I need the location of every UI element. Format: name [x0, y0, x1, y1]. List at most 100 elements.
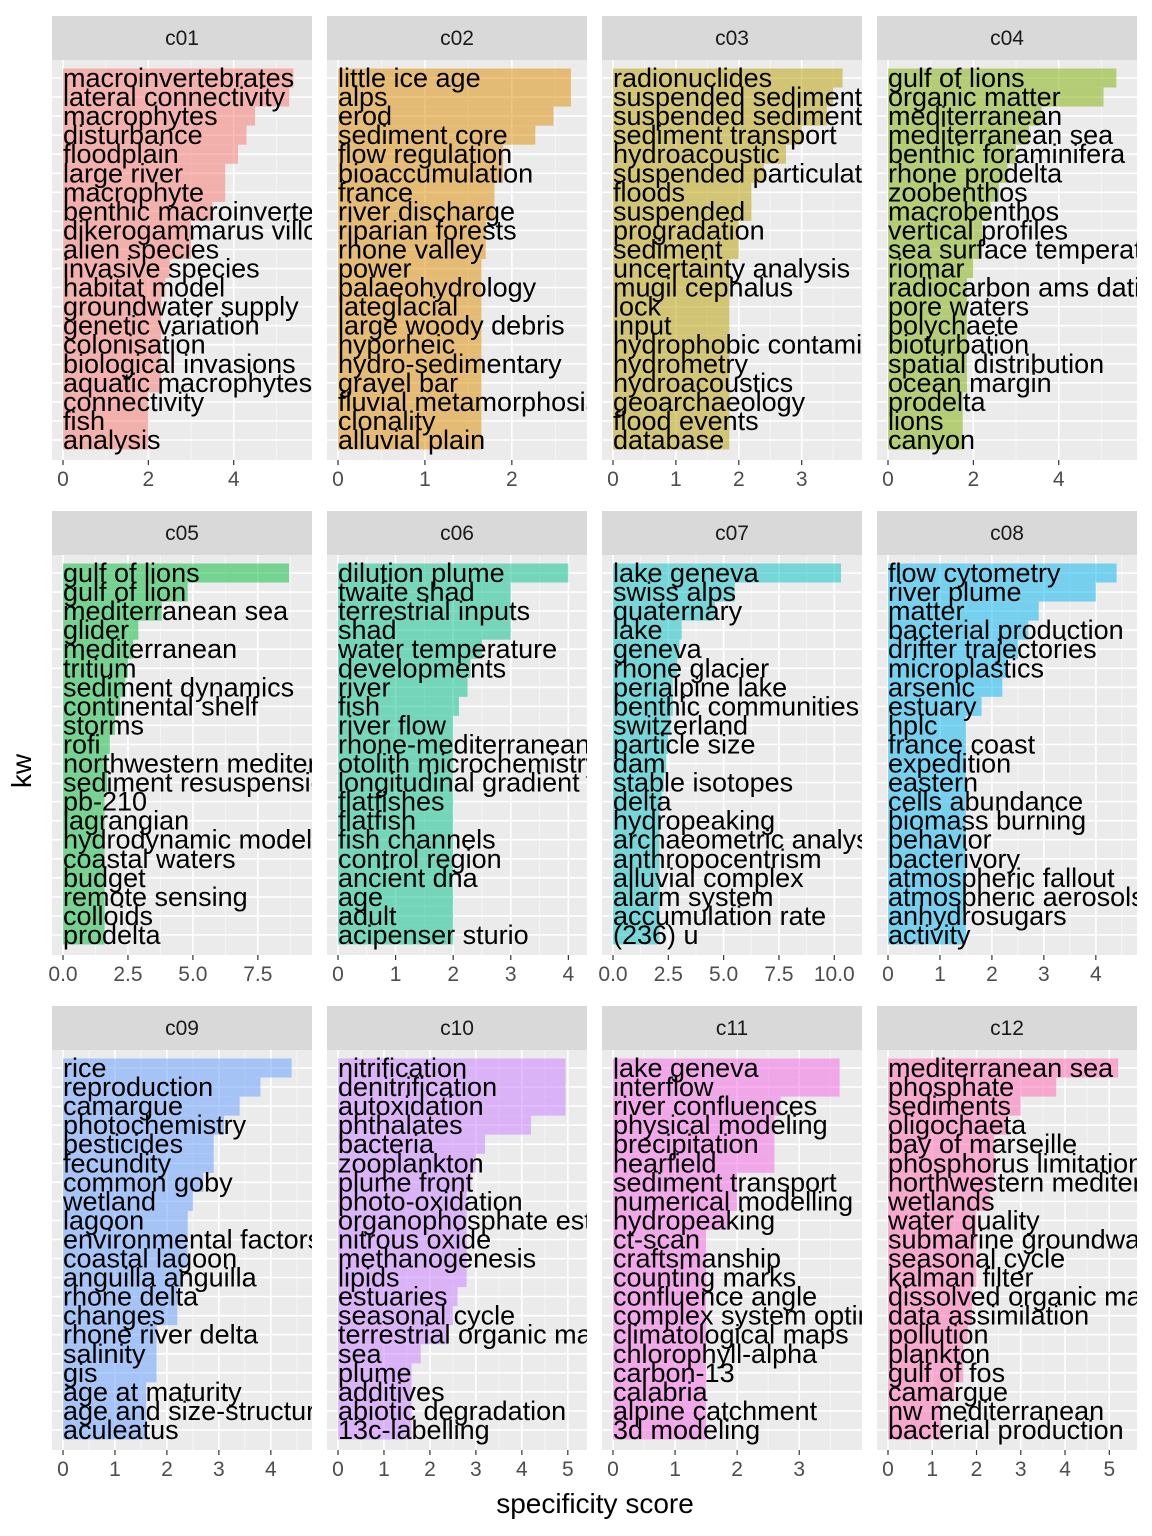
- keyword-label: biomass burning: [888, 806, 1086, 836]
- keyword-label: colonisation: [63, 330, 206, 360]
- bar-c04-5: [888, 144, 1017, 164]
- keyword-label: riparian forests: [338, 215, 517, 245]
- bar-c12-3: [888, 1096, 1021, 1116]
- bar-c08-6: [888, 658, 1008, 678]
- x-tick-label: 2: [731, 1458, 743, 1481]
- bar-c05-13: [63, 792, 105, 812]
- bar-c06-20: [338, 925, 454, 945]
- keyword-label: terrestrial inputs: [338, 596, 530, 626]
- keyword-label: counting marks: [613, 1263, 796, 1293]
- bar-c03-15: [613, 335, 730, 355]
- keyword-label: france: [338, 177, 413, 207]
- x-tick-label: 2: [424, 1458, 436, 1481]
- keyword-label: age and size-structure: [63, 1396, 330, 1426]
- bar-c08-13: [888, 792, 966, 812]
- keyword-label: switzerland: [613, 710, 748, 740]
- bar-c02-1: [338, 68, 571, 88]
- bar-c04-16: [888, 354, 967, 374]
- keyword-label: chlorophyll-alpha: [613, 1339, 818, 1369]
- bar-c08-14: [888, 811, 966, 831]
- x-tick-label: 4: [1059, 1458, 1071, 1481]
- bar-c02-16: [338, 354, 482, 374]
- keyword-label: lagrangian: [63, 806, 189, 836]
- bar-c05-18: [63, 887, 105, 907]
- keyword-label: zooplankton: [338, 1148, 484, 1178]
- bar-c12-15: [888, 1325, 968, 1345]
- bar-c07-1: [613, 563, 841, 583]
- bar-c05-5: [63, 639, 134, 659]
- bar-c07-14: [613, 811, 660, 831]
- bar-c11-13: [613, 1287, 707, 1307]
- x-axis-title: specificity score: [496, 1488, 694, 1519]
- bar-c10-10: [338, 1229, 467, 1249]
- keyword-label: alps: [338, 82, 388, 112]
- bar-c07-3: [613, 601, 715, 621]
- bar-c03-20: [613, 430, 730, 450]
- keyword-label: hplc: [888, 710, 938, 740]
- bar-c06-13: [338, 792, 454, 812]
- facet-strip: [877, 1006, 1137, 1050]
- bar-c11-14: [613, 1306, 707, 1326]
- keyword-label: kalman filter: [888, 1263, 1034, 1293]
- bar-c06-8: [338, 696, 459, 716]
- bar-c01-8: [63, 201, 213, 221]
- bar-c09-12: [63, 1268, 183, 1288]
- keyword-label: numerical modelling: [613, 1186, 853, 1216]
- bar-c12-12: [888, 1268, 977, 1288]
- x-tick-label: 4: [1090, 963, 1102, 986]
- bar-c10-19: [338, 1401, 412, 1421]
- keyword-label: hyporheic: [338, 330, 455, 360]
- bar-c09-15: [63, 1325, 157, 1345]
- keyword-label: river discharge: [338, 196, 515, 226]
- bar-c10-1: [338, 1058, 566, 1078]
- keyword-label: sediment transport: [613, 1167, 837, 1197]
- facet-strip: [602, 511, 862, 555]
- keyword-label: gulf of lions: [63, 558, 200, 588]
- x-tick-label: 3: [470, 1458, 482, 1481]
- bar-c03-18: [613, 392, 730, 412]
- bar-c07-2: [613, 582, 735, 602]
- keyword-label: craftsmanship: [613, 1244, 781, 1274]
- bar-c03-14: [613, 316, 730, 336]
- bar-c04-9: [888, 220, 982, 240]
- keyword-label: mediterranean: [63, 634, 237, 664]
- keyword-label: camargue: [888, 1377, 1008, 1407]
- keyword-label: perialpine lake: [613, 672, 787, 702]
- facet-strip-label: c02: [440, 27, 474, 50]
- x-tick-label: 5: [1103, 1458, 1115, 1481]
- bar-c07-9: [613, 715, 671, 735]
- keyword-label: hydropeaking: [613, 806, 775, 836]
- facet-panel-c10: c10 0 1 2 3 4 5 nitrificationdenitrificationaut…: [327, 1006, 587, 1481]
- bar-c12-4: [888, 1115, 1008, 1135]
- bar-c06-9: [338, 715, 454, 735]
- bar-c10-20: [338, 1420, 412, 1440]
- bar-c04-8: [888, 201, 991, 221]
- keyword-label: hydrophobic contaminants: [613, 330, 928, 360]
- facet-panel-c09: c09 0 1 2 3 4 ricereproductioncamarguephotoche…: [52, 1006, 330, 1481]
- bar-c03-12: [613, 278, 730, 298]
- bar-c11-11: [613, 1249, 707, 1269]
- keyword-label: eastern: [888, 768, 978, 798]
- keyword-label: river plume: [888, 577, 1022, 607]
- bar-c07-7: [613, 677, 673, 697]
- keyword-label: climatological maps: [613, 1320, 849, 1350]
- keyword-label: storms: [63, 710, 144, 740]
- keyword-label: methanogenesis: [338, 1244, 536, 1274]
- bar-c12-6: [888, 1153, 995, 1173]
- keyword-label: reproduction: [63, 1072, 213, 1102]
- bar-c09-17: [63, 1363, 157, 1383]
- keyword-label: behavior: [888, 825, 992, 855]
- facet-strip-label: c08: [990, 522, 1024, 545]
- bar-c05-12: [63, 773, 108, 793]
- keyword-label: control region: [338, 844, 502, 874]
- bar-c01-13: [63, 297, 162, 317]
- keyword-label: alluvial complex: [613, 863, 804, 893]
- bar-c12-11: [888, 1249, 977, 1269]
- keyword-label: additives: [338, 1377, 445, 1407]
- bar-c06-11: [338, 754, 454, 774]
- bar-c01-4: [63, 125, 247, 145]
- keyword-label: twaite shad: [338, 577, 475, 607]
